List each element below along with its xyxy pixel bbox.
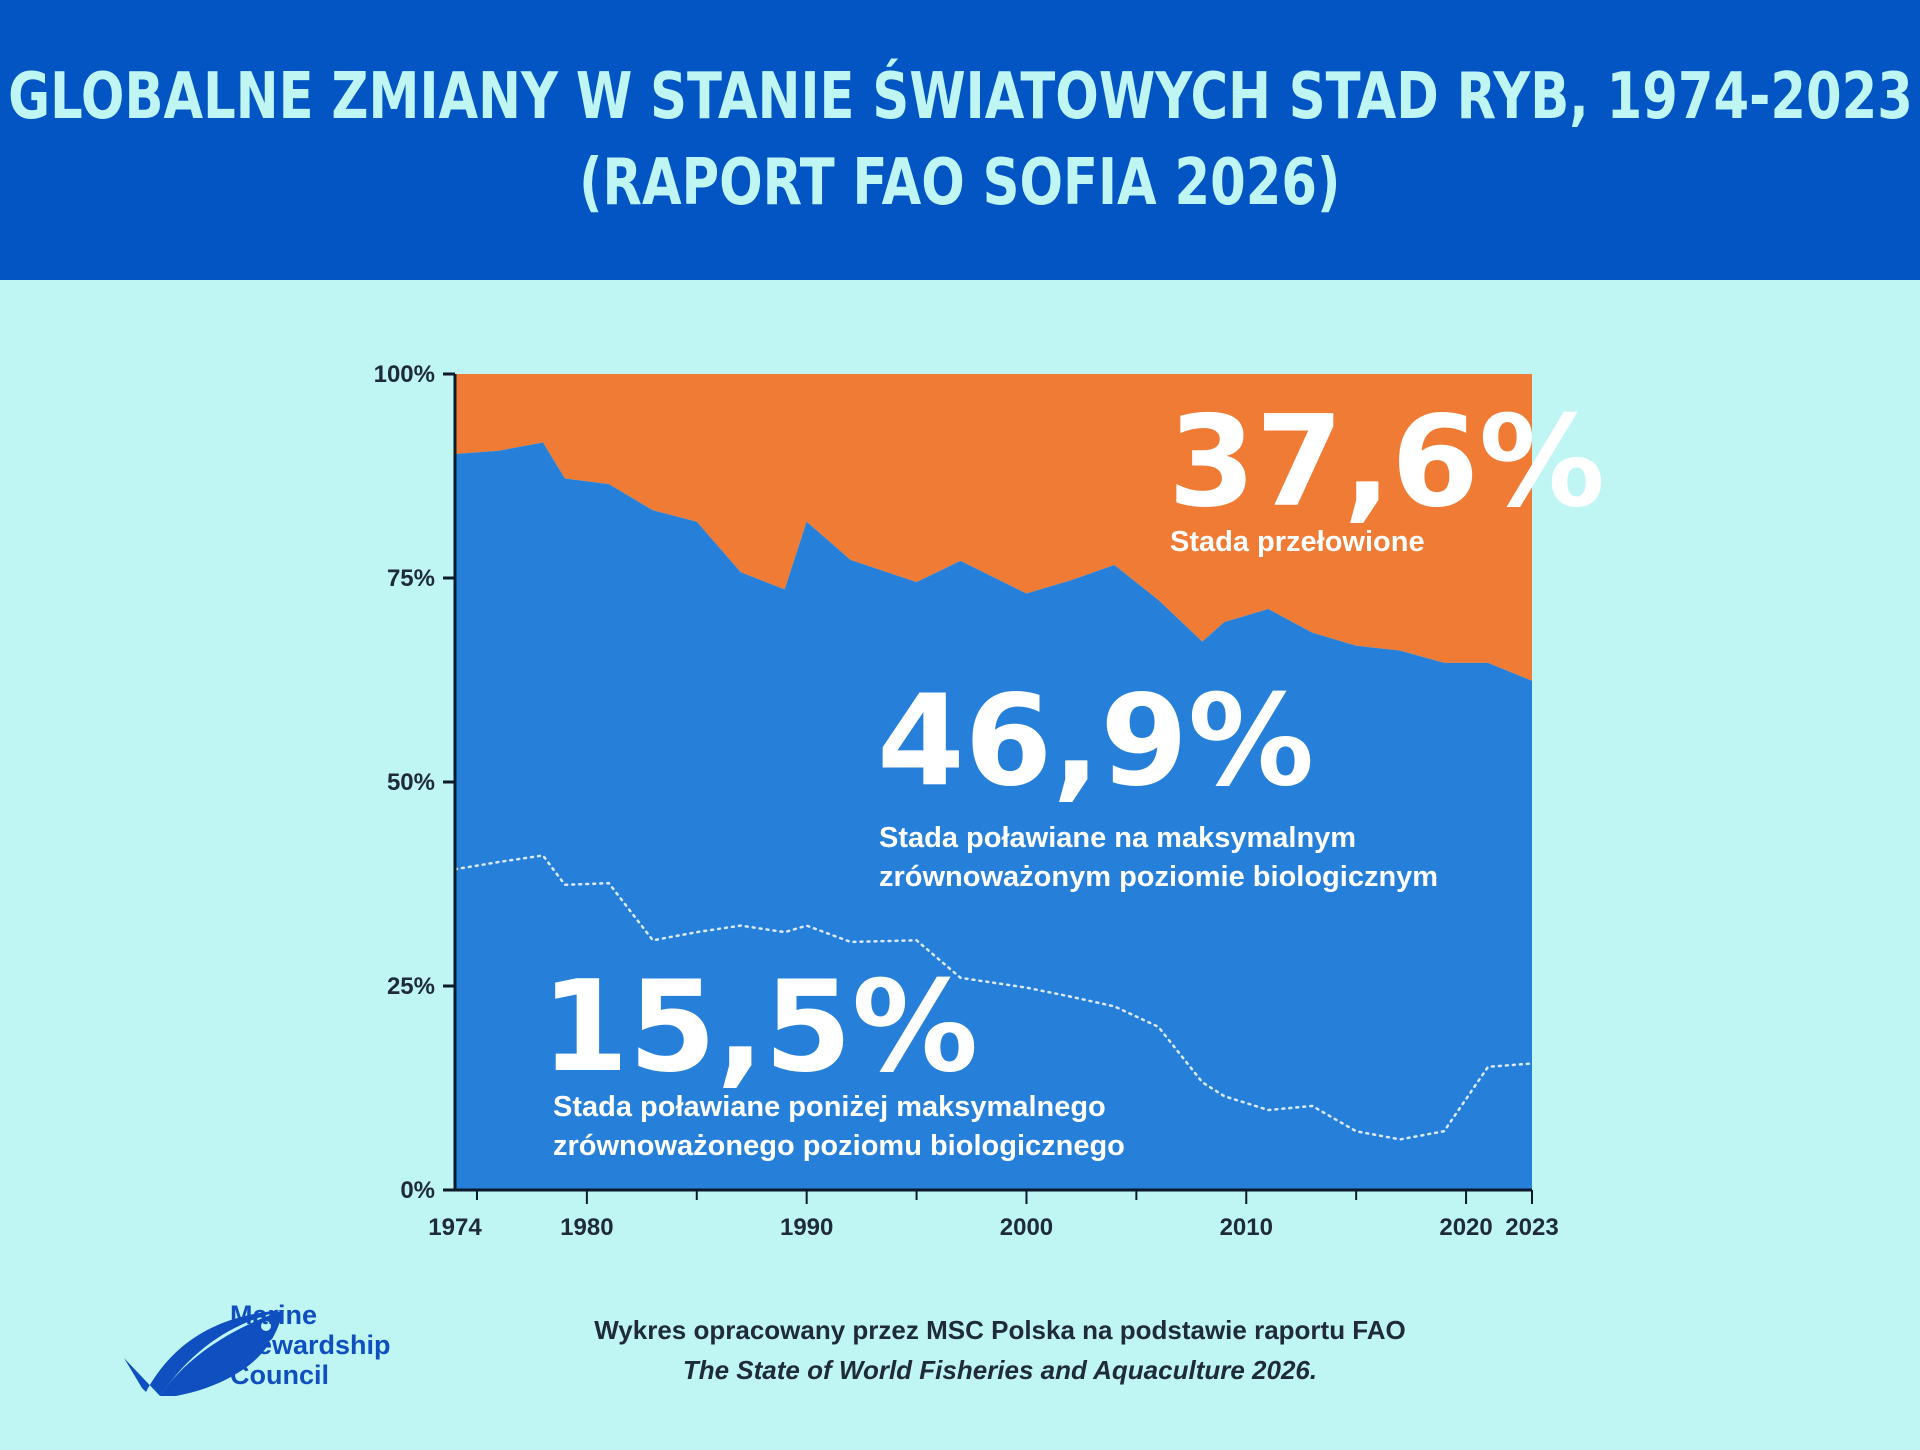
source-note-line-1: Wykres opracowany przez MSC Polska na po…: [594, 1315, 1406, 1345]
msc-fish-check-icon: [124, 1310, 290, 1396]
x-tick-label: 1980: [560, 1214, 613, 1241]
area-maximally-fished: [455, 442, 1532, 1190]
logo-text-line-3: Council: [230, 1360, 329, 1390]
annotation-label-underfished-line-2: zrównoważonego poziomu biologicznego: [553, 1130, 1125, 1162]
logo-text-line-2: Stewardship: [230, 1330, 391, 1360]
x-tick-label: 2023: [1505, 1214, 1558, 1241]
dotted-line-layer: [453, 854, 1534, 1141]
source-note-line-2: The State of World Fisheries and Aquacul…: [682, 1355, 1318, 1385]
chart-title-line-1: GLOBALNE ZMIANY W STANIE ŚWIATOWYCH STAD…: [7, 60, 1913, 134]
annotation-value-underfished: 15,5%: [541, 953, 978, 1100]
y-tick-label: 75%: [387, 565, 435, 592]
annotation-label-overfished: Stada przełowione: [1170, 526, 1425, 558]
line-underfished-boundary: [453, 854, 1534, 1141]
areas-layer: [455, 374, 1532, 1190]
x-tick-label: 2020: [1439, 1214, 1492, 1241]
logo-wordmark: Marine Stewardship Council: [230, 1300, 391, 1390]
area-overfished: [455, 374, 1532, 681]
axes-layer: 0% 25% 50% 75% 100% 1974 1980 1990 2000 2010 2020 2…: [374, 361, 1559, 1241]
x-tick-label: 1990: [780, 1214, 833, 1241]
annotation-value-overfished: 37,6%: [1168, 388, 1605, 535]
y-tick-label: 0%: [400, 1177, 435, 1204]
annotation-label-max-fished-line-1: Stada poławiane na maksymalnym: [879, 822, 1356, 854]
logo-text-line-1: Marine: [230, 1300, 318, 1330]
annotation-value-max-fished: 46,9%: [877, 667, 1314, 814]
x-tick-label: 2000: [1000, 1214, 1053, 1241]
y-tick-label: 50%: [387, 769, 435, 796]
annotation-label-underfished-line-1: Stada poławiane poniżej maksymalnego: [553, 1091, 1106, 1123]
chart-title-line-2: (RAPORT FAO SOFIA 2026): [579, 146, 1341, 220]
annotation-label-max-fished-line-2: zrównoważonym poziomie biologicznym: [879, 861, 1438, 893]
x-tick-label: 1974: [428, 1214, 482, 1241]
source-note: Wykres opracowany przez MSC Polska na po…: [500, 1310, 1500, 1390]
x-tick-label: 2010: [1220, 1214, 1273, 1241]
y-tick-label: 100%: [374, 361, 435, 388]
y-tick-label: 25%: [387, 973, 435, 1000]
header-banner: GLOBALNE ZMIANY W STANIE ŚWIATOWYCH STAD…: [0, 0, 1920, 280]
